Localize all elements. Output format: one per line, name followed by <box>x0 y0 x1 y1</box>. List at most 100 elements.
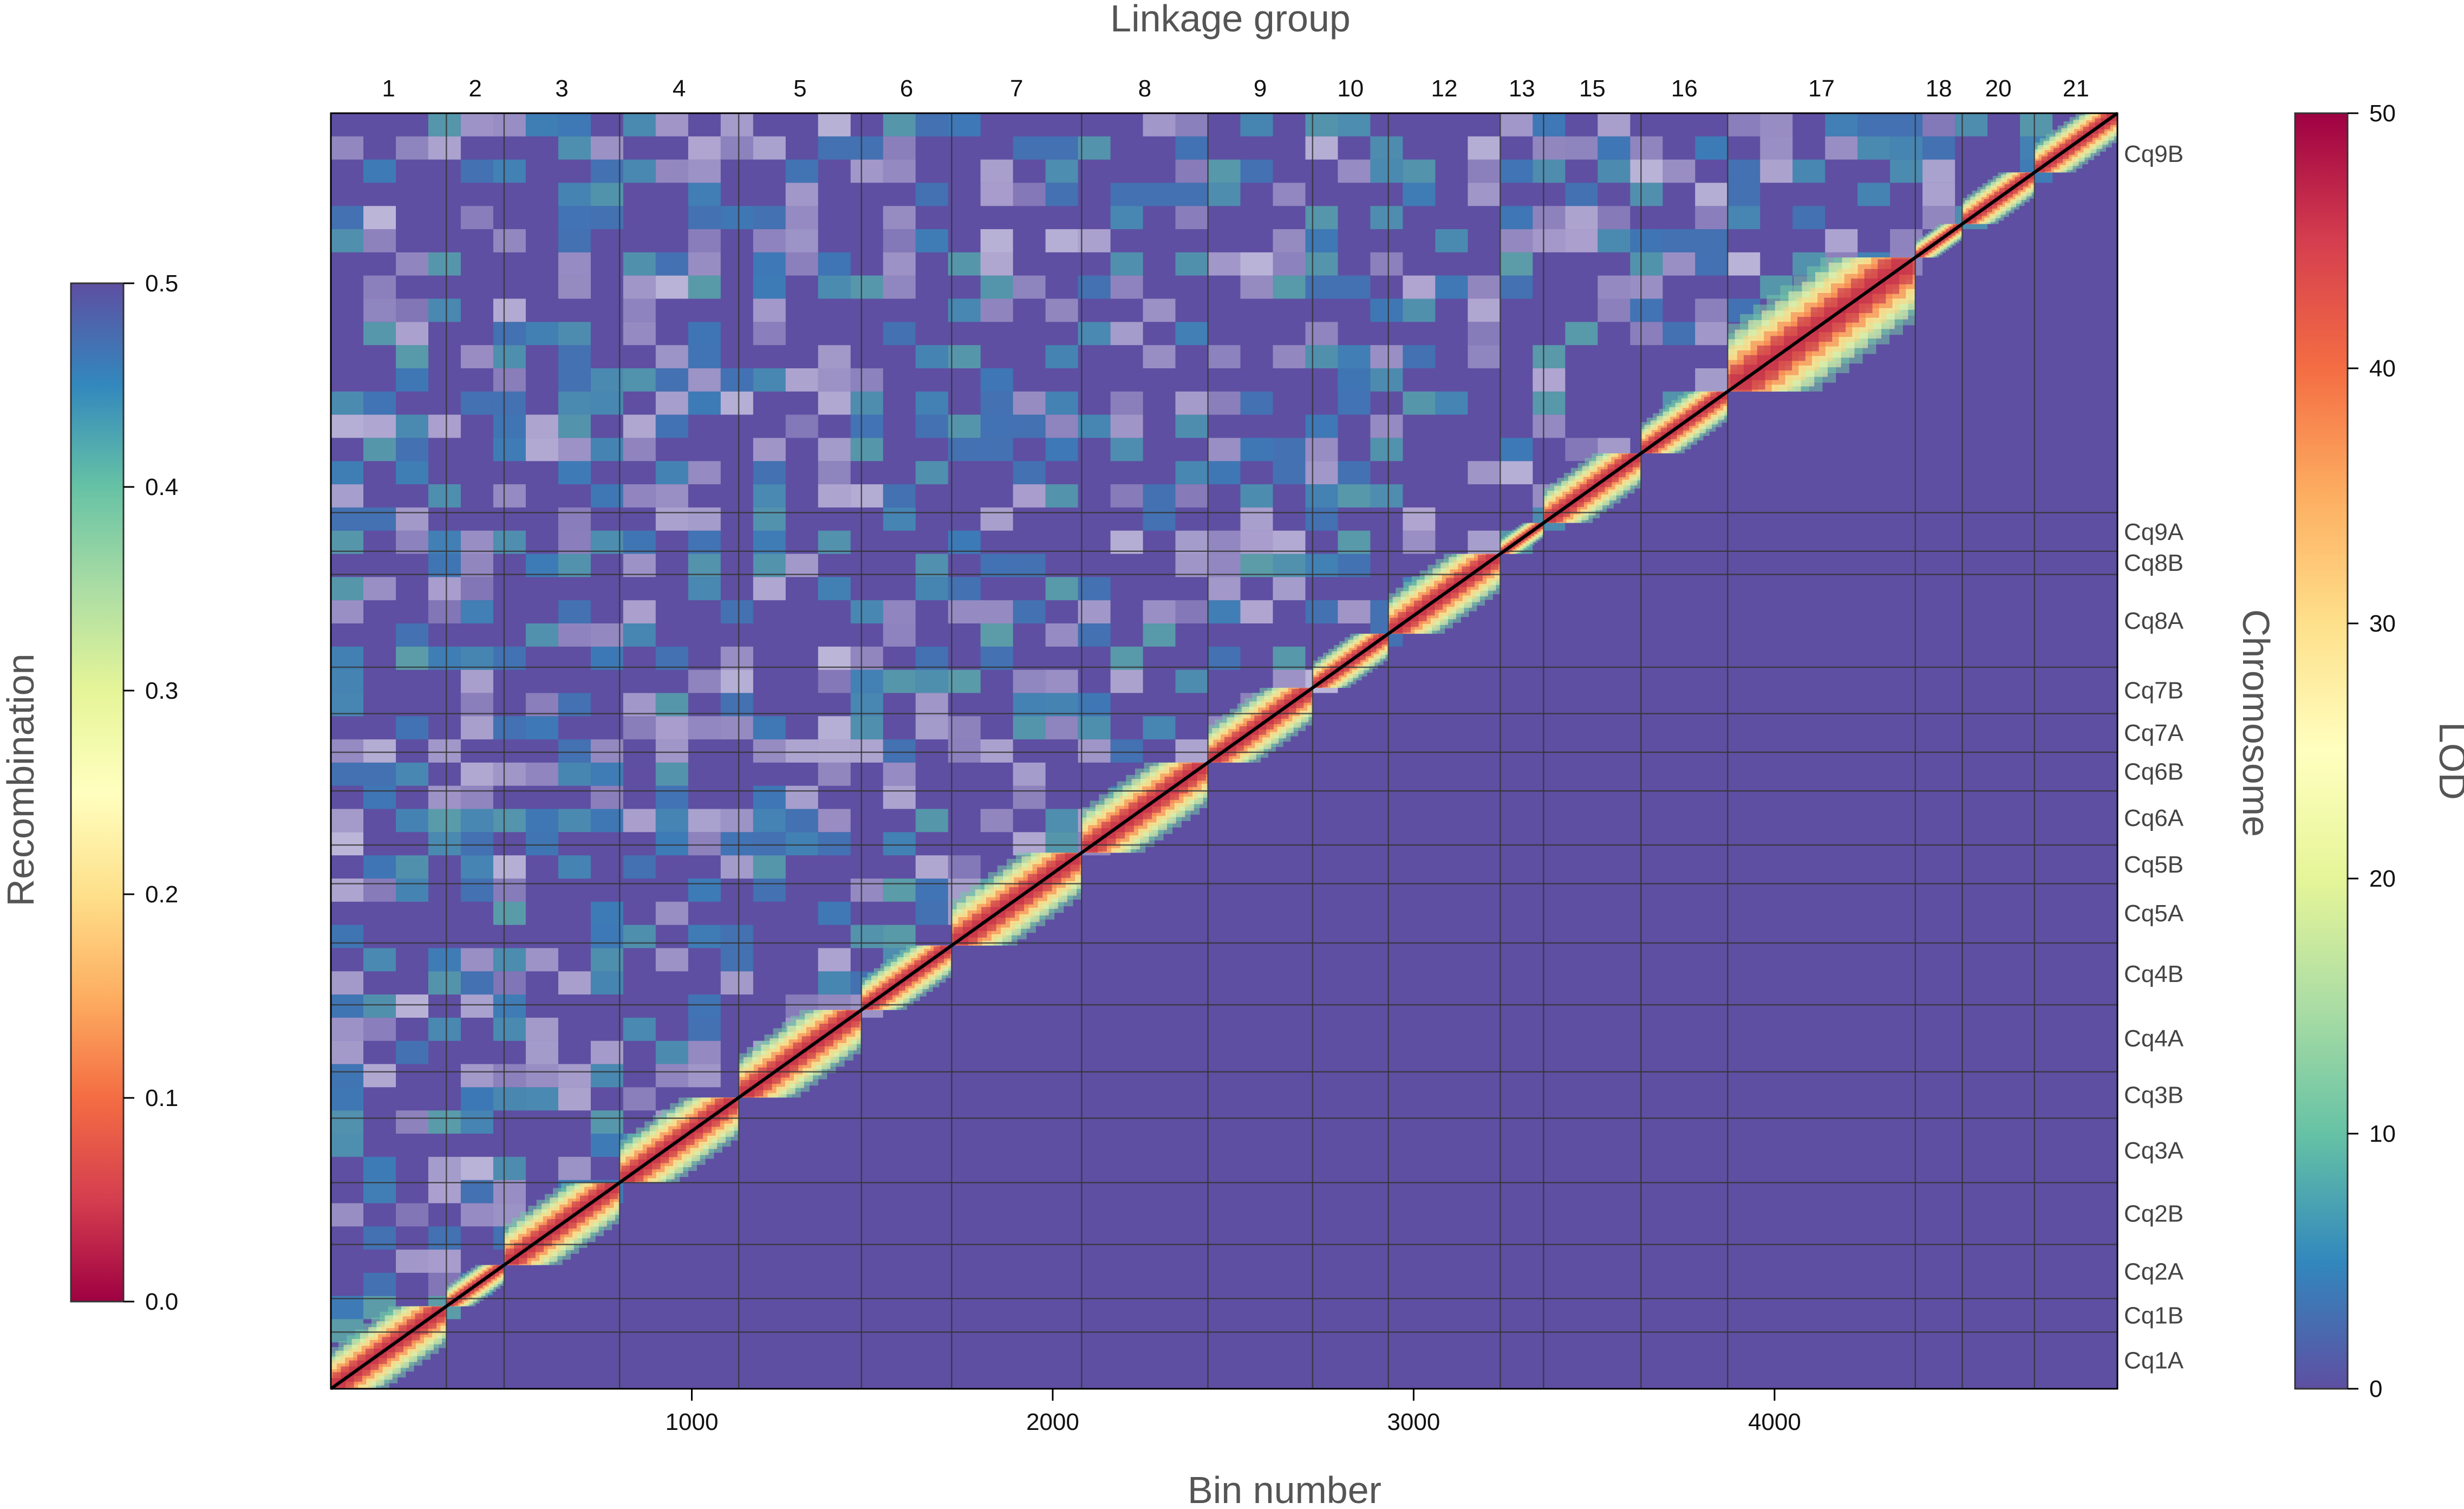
recombination-cell <box>525 113 558 136</box>
recombination-cell <box>688 1017 721 1041</box>
recombination-cell <box>331 229 363 252</box>
recombination-cell <box>1240 530 1273 554</box>
recombination-cell <box>785 368 818 392</box>
chromosome-label: Cq6B <box>2124 759 2183 785</box>
recombination-cell <box>1143 345 1176 368</box>
recombination-cell <box>558 554 591 577</box>
recombination-cell <box>1338 159 1371 183</box>
recombination-cell <box>396 461 428 485</box>
recombination-cell <box>818 345 851 368</box>
recombination-cell <box>785 739 818 763</box>
recombination-cell <box>363 206 396 230</box>
recombination-cell <box>948 438 981 461</box>
recombination-cell <box>363 1064 396 1088</box>
chromosome-label: Cq3B <box>2124 1082 2183 1109</box>
recombination-cell <box>753 275 786 299</box>
recombination-cell <box>396 298 428 322</box>
recombination-cell <box>396 1110 428 1134</box>
chromosome-label: Cq2A <box>2124 1259 2184 1285</box>
recombination-cell <box>1240 252 1273 276</box>
recombination-cell <box>753 530 786 554</box>
recombination-cell <box>1110 275 1143 299</box>
recombination-cell <box>1435 275 1468 299</box>
recombination-cell <box>655 832 688 856</box>
recombination-cell <box>785 183 818 206</box>
recombination-cell <box>980 646 1013 670</box>
lod-colorbar-ticks: 0 10 20 30 40 50 <box>2348 100 2396 1402</box>
recombination-cell <box>590 785 623 809</box>
recombination-cell <box>980 183 1013 206</box>
recombination-cell <box>1078 322 1111 346</box>
recombination-cell <box>818 716 851 740</box>
recombination-cell <box>720 925 753 948</box>
recombination-cell <box>460 1156 493 1180</box>
recombination-cell <box>1273 577 1306 601</box>
recombination-cell <box>1013 554 1046 577</box>
recombination-cell <box>363 438 396 461</box>
recombination-cell <box>655 785 688 809</box>
recombination-cell <box>428 832 461 856</box>
recombination-cell <box>590 646 623 670</box>
recombination-cell <box>558 438 591 461</box>
recombination-cell <box>428 577 461 601</box>
recombination-cell <box>883 229 916 252</box>
recombination-cell <box>1403 391 1436 415</box>
recombination-cell <box>525 1087 558 1111</box>
recombination-cell <box>915 345 948 368</box>
recombination-cell <box>688 669 721 693</box>
recombination-cell <box>1403 345 1436 368</box>
recombination-cell <box>1370 136 1403 160</box>
recombination-cell <box>363 1156 396 1180</box>
recombination-cell <box>493 948 526 972</box>
recombination-cell <box>1045 229 1078 252</box>
recombination-cell <box>688 252 721 276</box>
recombination-cell <box>1143 716 1176 740</box>
recombination-cell <box>785 252 818 276</box>
lod-tick-label: 20 <box>2369 866 2396 892</box>
recombination-cell <box>331 1110 363 1134</box>
recombination-cell <box>655 1040 688 1064</box>
recombination-cell <box>1110 322 1143 346</box>
recombination-cell <box>720 391 753 415</box>
recombination-cell <box>1533 206 1566 230</box>
recombination-tick-label: 0.4 <box>145 474 178 500</box>
recombination-cell <box>850 484 883 508</box>
linkage-group-label: 1 <box>382 75 395 102</box>
recombination-cell <box>1175 322 1208 346</box>
recombination-cell <box>1922 136 1955 160</box>
recombination-cell <box>850 693 883 717</box>
recombination-cell <box>1468 461 1501 485</box>
recombination-cell <box>720 809 753 832</box>
recombination-cell <box>1013 762 1046 786</box>
recombination-cell <box>655 507 688 531</box>
recombination-cell <box>785 809 818 832</box>
recombination-cell <box>460 391 493 415</box>
recombination-cell <box>1110 183 1143 206</box>
recombination-cell <box>1565 229 1598 252</box>
recombination-cell <box>525 832 558 856</box>
recombination-cell <box>525 623 558 647</box>
recombination-cell <box>1175 484 1208 508</box>
recombination-cell <box>1045 159 1078 183</box>
recombination-cell <box>948 855 981 879</box>
recombination-cell <box>558 252 591 276</box>
lod-tick-label: 0 <box>2369 1376 2382 1402</box>
lod-tick-label: 30 <box>2369 610 2396 637</box>
recombination-cell <box>980 298 1013 322</box>
recombination-cell <box>590 368 623 392</box>
recombination-cell <box>850 925 883 948</box>
recombination-cell <box>1695 368 1728 392</box>
recombination-cell <box>1078 693 1111 717</box>
recombination-cell <box>460 1110 493 1134</box>
recombination-cell <box>331 739 363 763</box>
recombination-cell <box>720 368 753 392</box>
diagonal-line <box>330 112 2118 1390</box>
recombination-cell <box>688 345 721 368</box>
recombination-cell <box>818 275 851 299</box>
recombination-cell <box>818 739 851 763</box>
recombination-cell <box>980 368 1013 392</box>
recombination-cell <box>1468 345 1501 368</box>
recombination-cell <box>1013 693 1046 717</box>
chromosome-label: Cq6A <box>2124 805 2184 831</box>
recombination-colorbar-ticks: 0.0 0.1 0.2 0.3 0.4 0.5 <box>123 270 178 1315</box>
